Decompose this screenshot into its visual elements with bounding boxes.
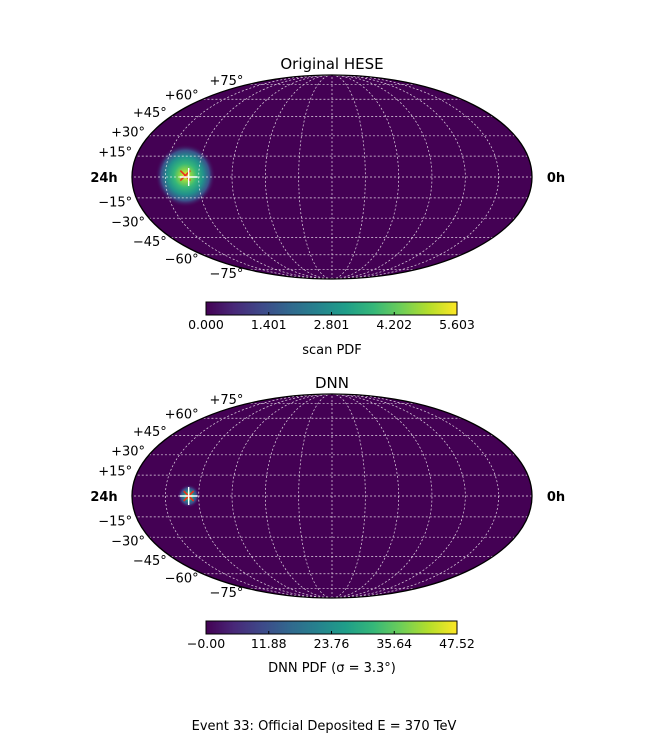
graticule-meridian [331, 394, 400, 598]
lat-tick-label: −75° [209, 586, 243, 601]
graticule-meridian [164, 394, 333, 598]
graticule-meridian [264, 75, 333, 279]
sky-outline [131, 393, 533, 599]
lat-tick-label: +75° [209, 393, 243, 408]
colorbar-label: DNN PDF (σ = 3.3°) [268, 661, 396, 676]
colorbar-tick-label: 1.401 [251, 317, 287, 332]
lat-tick-label: +15° [98, 146, 132, 161]
true-direction-marker [179, 487, 198, 505]
skymap-panel-original-hese: Original HESE 24h 0h 0.000 1.401 2.801 4.20… [90, 55, 565, 358]
lat-tick-label: −30° [111, 535, 145, 550]
colorbar-label: scan PDF [302, 343, 362, 358]
lat-tick-label: +15° [98, 465, 132, 480]
colorbar-tick-label: 23.76 [314, 636, 350, 651]
ra-label-right: 0h [547, 171, 565, 186]
colorbar-tick-label: 35.64 [376, 636, 412, 651]
lat-tick-label: −45° [133, 554, 167, 569]
graticule-meridian [331, 75, 500, 279]
ra-label-left: 24h [90, 490, 117, 505]
skymap-map [131, 74, 533, 280]
colorbar-tick-label: 0.000 [188, 317, 224, 332]
lat-tick-label: −15° [98, 195, 132, 210]
colorbar: 0.000 1.401 2.801 4.202 5.603 [188, 301, 475, 332]
graticule [132, 75, 532, 279]
colorbar-tick-label: 11.88 [251, 636, 287, 651]
colorbar: −0.00 11.88 23.76 35.64 47.52 [187, 620, 475, 651]
true-direction-marker [179, 168, 198, 186]
panel-title: Original HESE [280, 55, 383, 73]
lat-tick-label: −60° [165, 252, 199, 267]
graticule-meridian [331, 75, 366, 279]
lat-tick-label: +60° [165, 408, 199, 423]
graticule-meridian [198, 75, 333, 279]
colorbar-tick-label: 2.801 [314, 317, 350, 332]
lat-tick-label: −30° [111, 216, 145, 231]
graticule-meridian [198, 394, 333, 598]
sky-outline [131, 74, 533, 280]
colorbar-tick-label: 47.52 [439, 636, 475, 651]
lat-tick-label: −60° [165, 571, 199, 586]
lat-tick-label: −45° [133, 235, 167, 250]
skymap-map [131, 393, 533, 599]
graticule-meridian [331, 75, 400, 279]
lat-tick-label: +45° [133, 106, 167, 121]
skymap-panel-dnn: DNN 24h 0h −0.00 11.88 23.76 35.64 47.52 DNN… [90, 374, 565, 676]
colorbar-tick-label: −0.00 [187, 636, 225, 651]
graticule-meridian [264, 394, 333, 598]
lat-tick-label: +45° [133, 425, 167, 440]
panel-title: DNN [315, 374, 349, 392]
graticule-meridian [331, 394, 366, 598]
graticule-meridian [331, 394, 500, 598]
graticule [132, 394, 532, 598]
lat-tick-label: +30° [111, 125, 145, 140]
colorbar-tick-label: 4.202 [376, 317, 412, 332]
graticule-meridian [164, 75, 333, 279]
colorbar-tick-label: 5.603 [439, 317, 475, 332]
graticule-meridian [298, 75, 333, 279]
graticule-meridian [331, 75, 466, 279]
graticule-meridian [331, 394, 466, 598]
ra-label-right: 0h [547, 490, 565, 505]
figure-footer: Event 33: Official Deposited E = 370 TeV [192, 719, 457, 734]
lat-tick-label: −15° [98, 514, 132, 529]
lat-tick-label: +60° [165, 89, 199, 104]
lat-tick-label: +30° [111, 444, 145, 459]
ra-label-left: 24h [90, 171, 117, 186]
lat-tick-label: −75° [209, 267, 243, 282]
lat-tick-label: +75° [209, 74, 243, 89]
graticule-meridian [298, 394, 333, 598]
